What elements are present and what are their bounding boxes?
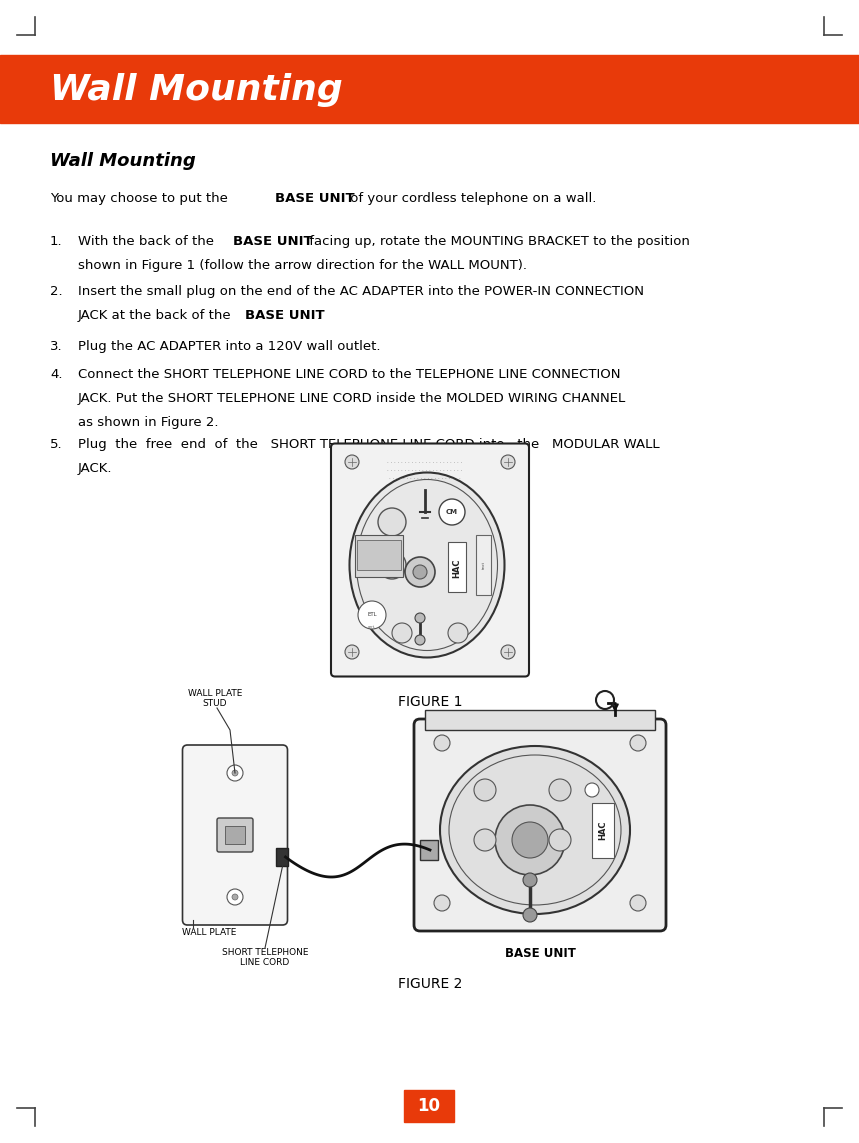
Ellipse shape — [350, 472, 504, 657]
Circle shape — [413, 565, 427, 580]
Circle shape — [358, 601, 386, 629]
Text: · · · · · · · · · · · · · · · · · · · · ·: · · · · · · · · · · · · · · · · · · · · … — [389, 475, 461, 480]
Text: as shown in Figure 2.: as shown in Figure 2. — [78, 416, 218, 429]
Circle shape — [523, 908, 537, 922]
Circle shape — [549, 829, 571, 852]
Circle shape — [345, 645, 359, 660]
Text: BASE UNIT: BASE UNIT — [233, 235, 313, 248]
Bar — [225, 826, 245, 844]
Ellipse shape — [440, 746, 630, 914]
Text: 3.: 3. — [50, 339, 63, 353]
Text: CM: CM — [446, 509, 458, 515]
Bar — [476, 535, 491, 596]
Bar — [425, 710, 655, 730]
Text: FIGURE 1: FIGURE 1 — [398, 695, 462, 709]
Circle shape — [227, 765, 243, 781]
Text: facing up, rotate the MOUNTING BRACKET to the position: facing up, rotate the MOUNTING BRACKET t… — [305, 235, 690, 248]
Bar — [448, 542, 466, 592]
Circle shape — [439, 499, 465, 525]
Text: shown in Figure 1 (follow the arrow direction for the WALL MOUNT).: shown in Figure 1 (follow the arrow dire… — [78, 259, 527, 272]
Text: Wall Mounting: Wall Mounting — [50, 73, 343, 107]
Text: Wall Mounting: Wall Mounting — [50, 152, 196, 170]
Bar — [420, 840, 438, 860]
Bar — [357, 539, 401, 570]
Circle shape — [495, 805, 565, 876]
Circle shape — [232, 894, 238, 900]
Circle shape — [474, 829, 496, 852]
Bar — [0, 55, 859, 123]
Bar — [355, 535, 403, 577]
FancyBboxPatch shape — [182, 745, 288, 925]
Circle shape — [585, 783, 599, 797]
Bar — [276, 848, 288, 866]
Text: .: . — [317, 309, 321, 322]
Text: cert.: cert. — [368, 625, 376, 629]
Circle shape — [415, 636, 425, 645]
FancyBboxPatch shape — [331, 443, 529, 677]
Circle shape — [227, 889, 243, 905]
Circle shape — [512, 822, 548, 858]
Text: WALL PLATE: WALL PLATE — [182, 928, 237, 937]
Circle shape — [405, 557, 435, 588]
Text: Plug the AC ADAPTER into a 120V wall outlet.: Plug the AC ADAPTER into a 120V wall out… — [78, 339, 381, 353]
Text: text: text — [482, 561, 486, 569]
Circle shape — [392, 623, 412, 644]
Circle shape — [434, 895, 450, 911]
Text: Connect the SHORT TELEPHONE LINE CORD to the TELEPHONE LINE CONNECTION: Connect the SHORT TELEPHONE LINE CORD to… — [78, 368, 620, 381]
Circle shape — [474, 780, 496, 801]
Text: HAC: HAC — [453, 558, 461, 577]
Text: JACK. Put the SHORT TELEPHONE LINE CORD inside the MOLDED WIRING CHANNEL: JACK. Put the SHORT TELEPHONE LINE CORD … — [78, 392, 626, 405]
Bar — [592, 804, 614, 858]
Circle shape — [232, 770, 238, 776]
Text: BASE UNIT: BASE UNIT — [275, 192, 355, 205]
Circle shape — [415, 613, 425, 623]
Text: Insert the small plug on the end of the AC ADAPTER into the POWER-IN CONNECTION: Insert the small plug on the end of the … — [78, 285, 644, 298]
Text: SHORT TELEPHONE
LINE CORD: SHORT TELEPHONE LINE CORD — [222, 948, 308, 967]
Text: 1.: 1. — [50, 235, 63, 248]
Circle shape — [523, 873, 537, 887]
Text: Plug  the  free  end  of  the   SHORT TELEPHONE LINE CORD into   the   MODULAR W: Plug the free end of the SHORT TELEPHONE… — [78, 438, 660, 451]
Circle shape — [345, 455, 359, 469]
Text: ETL: ETL — [367, 613, 377, 617]
Text: WALL PLATE
STUD: WALL PLATE STUD — [188, 688, 242, 708]
Text: JACK at the back of the: JACK at the back of the — [78, 309, 236, 322]
FancyBboxPatch shape — [217, 818, 253, 852]
Circle shape — [434, 735, 450, 751]
Text: 10: 10 — [417, 1097, 441, 1116]
Text: HAC: HAC — [599, 821, 607, 840]
Text: FIGURE 2: FIGURE 2 — [398, 977, 462, 991]
Text: BASE UNIT: BASE UNIT — [245, 309, 325, 322]
Circle shape — [501, 455, 515, 469]
Circle shape — [378, 507, 406, 536]
Text: 2.: 2. — [50, 285, 63, 298]
Text: 5.: 5. — [50, 438, 63, 451]
Text: of your cordless telephone on a wall.: of your cordless telephone on a wall. — [346, 192, 596, 205]
Text: · · · · · · · · · · · · · · · · · · · · · ·: · · · · · · · · · · · · · · · · · · · · … — [387, 459, 463, 464]
Circle shape — [630, 895, 646, 911]
Circle shape — [378, 551, 406, 580]
Bar — [404, 1090, 454, 1122]
Circle shape — [630, 735, 646, 751]
Text: JACK.: JACK. — [78, 462, 113, 475]
FancyBboxPatch shape — [414, 719, 666, 932]
Text: You may choose to put the: You may choose to put the — [50, 192, 232, 205]
Circle shape — [501, 645, 515, 660]
Circle shape — [448, 623, 468, 644]
Text: 4.: 4. — [50, 368, 63, 381]
Text: With the back of the: With the back of the — [78, 235, 218, 248]
Text: BASE UNIT: BASE UNIT — [504, 948, 576, 960]
Text: · · · · · · · · · · · · · · · · · · · · · ·: · · · · · · · · · · · · · · · · · · · · … — [387, 467, 463, 472]
Circle shape — [549, 780, 571, 801]
